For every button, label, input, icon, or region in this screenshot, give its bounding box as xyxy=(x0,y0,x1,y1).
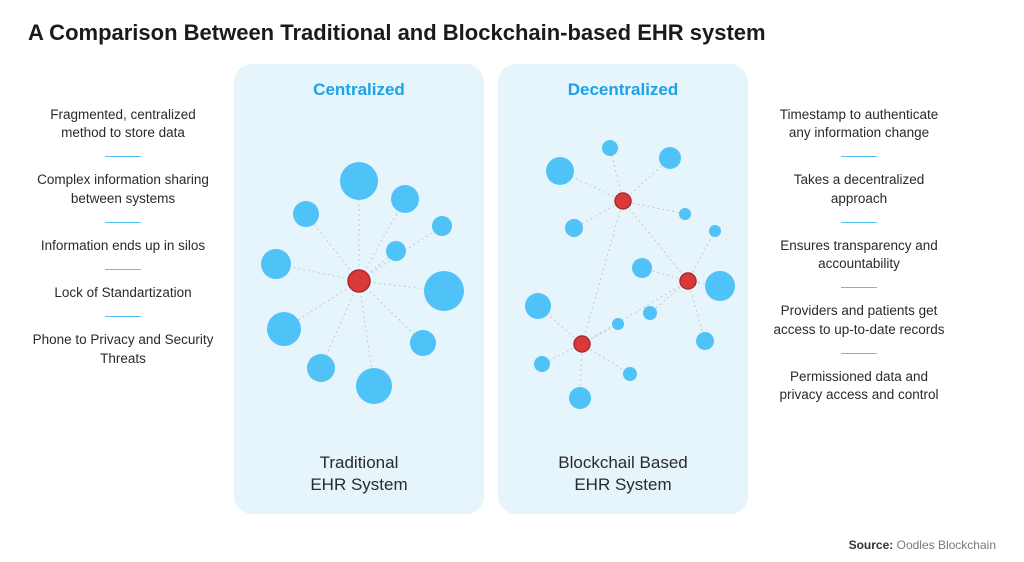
divider xyxy=(841,156,877,157)
panels-row: Centralized TraditionalEHR System Decent… xyxy=(234,64,748,514)
left-item: Fragmented, centralized method to store … xyxy=(28,106,218,142)
left-item: Lock of Standartization xyxy=(28,284,218,302)
network-node xyxy=(386,241,406,261)
network-node xyxy=(348,270,370,292)
divider xyxy=(105,156,141,157)
decentralized-panel: Decentralized Blockchail BasedEHR System xyxy=(498,64,748,514)
source-label: Source: xyxy=(849,538,894,552)
right-item: Permissioned data and privacy access and… xyxy=(764,368,954,404)
network-node xyxy=(696,332,714,350)
decentralized-network xyxy=(510,106,736,436)
network-node xyxy=(293,201,319,227)
left-feature-list: Fragmented, centralized method to store … xyxy=(28,64,218,368)
left-item: Complex information sharing between syst… xyxy=(28,171,218,207)
network-node xyxy=(546,157,574,185)
divider xyxy=(105,316,141,317)
network-node xyxy=(632,258,652,278)
network-node xyxy=(525,293,551,319)
network-edge xyxy=(359,199,405,281)
network-edge xyxy=(321,281,359,368)
network-node xyxy=(340,162,378,200)
panel-footer: Blockchail BasedEHR System xyxy=(558,452,687,496)
right-feature-list: Timestamp to authenticate any informatio… xyxy=(764,64,954,404)
network-node xyxy=(410,330,436,356)
network-node xyxy=(680,273,696,289)
network-node xyxy=(602,140,618,156)
network-edge xyxy=(359,281,423,343)
network-node xyxy=(267,312,301,346)
divider xyxy=(841,287,877,288)
network-node xyxy=(565,219,583,237)
left-item: Information ends up in silos xyxy=(28,237,218,255)
network-node xyxy=(705,271,735,301)
divider xyxy=(841,222,877,223)
panel-footer: TraditionalEHR System xyxy=(310,452,407,496)
divider xyxy=(105,269,141,270)
network-node xyxy=(623,367,637,381)
network-edge xyxy=(688,281,705,341)
centralized-network xyxy=(246,106,472,436)
right-item: Takes a decentralized approach xyxy=(764,171,954,207)
network-node xyxy=(659,147,681,169)
network-node xyxy=(615,193,631,209)
network-node xyxy=(391,185,419,213)
network-edge xyxy=(623,201,685,214)
right-item: Timestamp to authenticate any informatio… xyxy=(764,106,954,142)
network-node xyxy=(569,387,591,409)
source-value: Oodles Blockchain xyxy=(897,538,996,552)
network-node xyxy=(432,216,452,236)
network-node xyxy=(574,336,590,352)
network-node xyxy=(643,306,657,320)
network-node xyxy=(679,208,691,220)
network-node xyxy=(261,249,291,279)
network-node xyxy=(356,368,392,404)
right-item: Ensures transparency and accountability xyxy=(764,237,954,273)
page-title: A Comparison Between Traditional and Blo… xyxy=(28,20,996,46)
panel-header: Centralized xyxy=(313,80,405,100)
centralized-panel: Centralized TraditionalEHR System xyxy=(234,64,484,514)
panel-header: Decentralized xyxy=(568,80,679,100)
network-node xyxy=(307,354,335,382)
network-edge xyxy=(582,281,688,344)
network-node xyxy=(534,356,550,372)
source-credit: Source: Oodles Blockchain xyxy=(849,538,996,552)
right-item: Providers and patients get access to up-… xyxy=(764,302,954,338)
network-node xyxy=(612,318,624,330)
network-node xyxy=(709,225,721,237)
divider xyxy=(841,353,877,354)
content-row: Fragmented, centralized method to store … xyxy=(28,64,996,514)
network-node xyxy=(424,271,464,311)
divider xyxy=(105,222,141,223)
left-item: Phone to Privacy and Security Threats xyxy=(28,331,218,367)
